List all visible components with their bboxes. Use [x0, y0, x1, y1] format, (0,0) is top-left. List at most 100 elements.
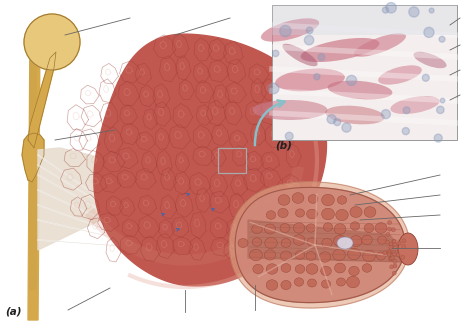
- Ellipse shape: [321, 280, 330, 288]
- Circle shape: [422, 74, 429, 81]
- Circle shape: [387, 251, 391, 255]
- Circle shape: [401, 245, 406, 248]
- Circle shape: [280, 25, 291, 37]
- Ellipse shape: [335, 263, 346, 273]
- Ellipse shape: [334, 224, 346, 234]
- Circle shape: [24, 14, 80, 70]
- Circle shape: [392, 228, 395, 232]
- Ellipse shape: [376, 252, 385, 260]
- Circle shape: [381, 109, 391, 119]
- Ellipse shape: [292, 193, 304, 203]
- Ellipse shape: [308, 279, 317, 287]
- Ellipse shape: [275, 69, 345, 91]
- Circle shape: [429, 8, 434, 13]
- Ellipse shape: [301, 38, 379, 62]
- Ellipse shape: [398, 233, 418, 265]
- Bar: [218, 148, 246, 173]
- Ellipse shape: [347, 248, 360, 260]
- Polygon shape: [235, 187, 405, 303]
- Polygon shape: [22, 133, 44, 182]
- Circle shape: [273, 50, 279, 56]
- Circle shape: [439, 36, 445, 42]
- Circle shape: [389, 242, 393, 246]
- Ellipse shape: [321, 208, 335, 220]
- Polygon shape: [94, 34, 327, 286]
- Ellipse shape: [266, 280, 278, 290]
- Ellipse shape: [250, 249, 263, 261]
- Circle shape: [389, 256, 393, 260]
- Ellipse shape: [295, 209, 305, 217]
- Circle shape: [401, 255, 405, 259]
- Circle shape: [434, 134, 442, 142]
- Ellipse shape: [325, 106, 385, 124]
- Circle shape: [346, 75, 356, 85]
- Circle shape: [424, 27, 434, 38]
- Ellipse shape: [346, 276, 359, 288]
- Ellipse shape: [295, 265, 305, 273]
- Circle shape: [342, 123, 351, 132]
- Ellipse shape: [307, 209, 318, 219]
- Ellipse shape: [281, 251, 292, 261]
- Ellipse shape: [266, 264, 278, 274]
- Circle shape: [383, 251, 387, 255]
- Circle shape: [318, 54, 325, 60]
- Circle shape: [383, 7, 389, 13]
- Ellipse shape: [252, 224, 262, 234]
- Polygon shape: [248, 220, 410, 262]
- Ellipse shape: [278, 208, 288, 218]
- Ellipse shape: [293, 223, 305, 233]
- Circle shape: [409, 7, 419, 17]
- Polygon shape: [28, 52, 56, 148]
- Bar: [272, 5, 457, 140]
- Ellipse shape: [278, 195, 290, 205]
- Circle shape: [304, 35, 314, 45]
- Circle shape: [396, 253, 400, 257]
- Circle shape: [392, 271, 396, 275]
- Ellipse shape: [328, 81, 392, 100]
- Ellipse shape: [350, 222, 360, 230]
- Circle shape: [397, 241, 401, 245]
- Text: (a): (a): [5, 306, 21, 316]
- Circle shape: [440, 98, 445, 103]
- Circle shape: [402, 127, 410, 135]
- Circle shape: [389, 245, 393, 249]
- Circle shape: [306, 27, 313, 34]
- Circle shape: [391, 256, 394, 260]
- Ellipse shape: [306, 252, 316, 260]
- Circle shape: [385, 240, 389, 244]
- Ellipse shape: [354, 33, 406, 57]
- Ellipse shape: [363, 250, 375, 262]
- Ellipse shape: [350, 206, 362, 218]
- Circle shape: [388, 227, 392, 231]
- Ellipse shape: [333, 249, 345, 261]
- Ellipse shape: [323, 223, 333, 231]
- Circle shape: [392, 240, 396, 244]
- Polygon shape: [229, 182, 410, 308]
- Circle shape: [387, 249, 391, 254]
- Ellipse shape: [281, 239, 291, 247]
- Ellipse shape: [364, 223, 374, 232]
- Circle shape: [390, 244, 394, 248]
- Ellipse shape: [253, 100, 328, 120]
- Ellipse shape: [307, 238, 317, 246]
- Circle shape: [392, 239, 396, 243]
- Ellipse shape: [264, 224, 275, 234]
- Ellipse shape: [264, 250, 275, 260]
- Text: (b): (b): [275, 140, 292, 150]
- FancyArrowPatch shape: [255, 100, 285, 145]
- Ellipse shape: [264, 237, 277, 249]
- Ellipse shape: [252, 238, 262, 246]
- Circle shape: [393, 243, 397, 247]
- Ellipse shape: [294, 278, 304, 286]
- Circle shape: [334, 118, 341, 126]
- Circle shape: [285, 132, 293, 140]
- Ellipse shape: [378, 65, 422, 85]
- Ellipse shape: [413, 52, 447, 68]
- Ellipse shape: [308, 195, 318, 204]
- Ellipse shape: [280, 223, 290, 232]
- Ellipse shape: [306, 224, 316, 232]
- Polygon shape: [28, 30, 40, 320]
- Ellipse shape: [253, 264, 263, 274]
- Circle shape: [393, 264, 397, 268]
- Circle shape: [388, 257, 392, 261]
